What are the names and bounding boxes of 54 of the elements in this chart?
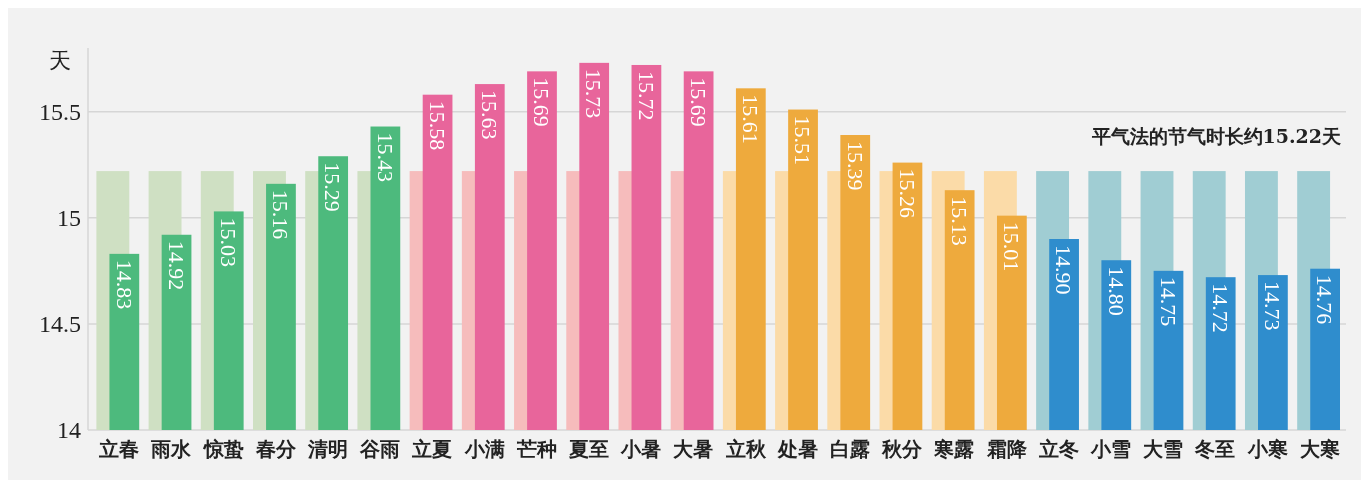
x-tick-label: 春分: [254, 437, 297, 461]
x-tick-label: 大暑: [673, 437, 714, 461]
data-label: 15.29: [320, 162, 346, 212]
y-tick-label: 14.5: [39, 311, 81, 338]
data-label: 15.51: [790, 115, 816, 166]
x-tick-label: 立春: [98, 437, 140, 461]
data-label: 15.13: [946, 196, 972, 246]
x-tick-label: 雨水: [150, 437, 193, 461]
data-label: 15.69: [685, 77, 711, 127]
data-label: 15.26: [894, 168, 920, 219]
x-tick-label: 小满: [463, 437, 505, 461]
data-label: 15.58: [424, 100, 450, 151]
data-label: 14.80: [1103, 266, 1129, 316]
data-label: 15.39: [842, 141, 868, 191]
x-tick-label: 谷雨: [359, 437, 401, 461]
x-tick-label: 大寒: [1299, 437, 1340, 461]
data-label: 15.72: [633, 70, 659, 121]
data-label: 14.76: [1312, 274, 1338, 325]
x-tick-label: 清明: [306, 437, 348, 461]
data-label: 14.73: [1260, 281, 1286, 331]
data-label: 14.92: [163, 240, 189, 291]
x-tick-label: 白露: [830, 437, 871, 461]
x-tick-label: 小寒: [1246, 437, 1288, 461]
data-label: 14.90: [1051, 245, 1077, 295]
data-label: 15.61: [738, 94, 764, 144]
data-label: 15.43: [372, 132, 398, 183]
y-tick-label: 14: [57, 417, 81, 444]
x-tick-label: 小雪: [1090, 437, 1132, 461]
x-tick-label: 小暑: [620, 437, 662, 461]
data-label: 15.16: [268, 189, 294, 240]
x-tick-label: 夏至: [567, 437, 609, 461]
x-tick-label: 霜降: [985, 437, 1028, 461]
x-tick-label: 冬至: [1194, 437, 1236, 461]
x-tick-label: 大雪: [1143, 437, 1184, 461]
x-tick-label: 寒露: [933, 437, 975, 461]
data-label: 14.72: [1208, 283, 1233, 333]
data-label: 15.01: [999, 221, 1025, 272]
y-tick-label: 15.5: [39, 99, 81, 126]
data-label: 15.03: [216, 217, 242, 267]
y-tick-label: 15: [57, 205, 81, 232]
data-label: 15.73: [581, 68, 607, 119]
x-tick-label: 立冬: [1037, 437, 1079, 461]
x-tick-label: 秋分: [881, 437, 924, 461]
data-label: 15.63: [477, 90, 503, 140]
data-label: 14.83: [111, 259, 137, 310]
x-tick-label: 芒种: [515, 437, 557, 461]
data-label: 14.75: [1155, 276, 1181, 327]
x-tick-label: 惊蛰: [201, 437, 244, 461]
annotation: 平气法的节气时长约15.22天: [1090, 125, 1341, 148]
y-axis-title: 天: [49, 48, 71, 73]
x-tick-label: 立夏: [411, 437, 453, 461]
x-tick-label: 处暑: [776, 437, 818, 461]
data-label: 15.69: [529, 77, 555, 127]
x-tick-label: 立秋: [724, 437, 767, 461]
